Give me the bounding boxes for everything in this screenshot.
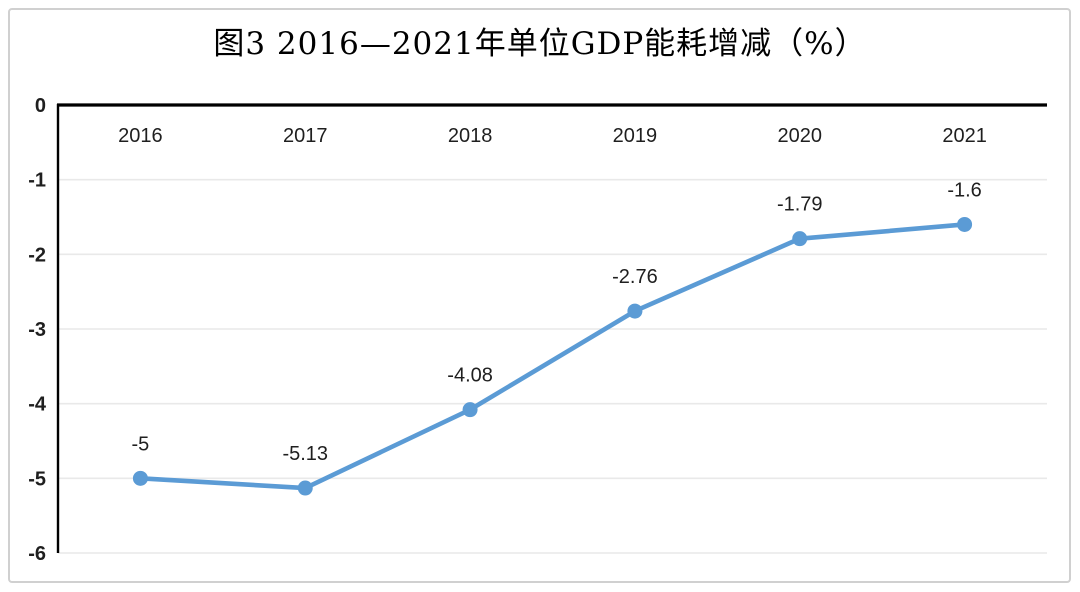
y-tick-label: -4 [28,394,47,416]
y-tick-label: 0 [35,95,46,117]
y-tick-label: -2 [28,244,46,266]
y-tick-label: -6 [28,543,46,565]
data-point-marker [957,216,973,232]
data-point-label: -5 [132,433,150,455]
chart-title: 图3 2016—2021年单位GDP能耗增减（%） [213,26,867,62]
data-point-label: -2.76 [612,266,658,288]
x-category-label: 2018 [448,125,493,147]
data-point-marker [627,303,643,319]
data-point-marker [792,231,808,247]
series-line [138,222,967,491]
x-category-label: 2017 [283,125,328,147]
y-tick-label: -3 [28,319,46,341]
data-point-marker [297,480,313,496]
data-point-marker [462,402,478,418]
y-tick-label: -1 [28,170,46,192]
data-point-label: -4.08 [447,365,493,387]
y-tick-label: -5 [28,468,46,490]
x-category-label: 2021 [942,125,987,147]
x-category-label: 2019 [613,125,658,147]
data-point-label: -5.13 [282,443,328,465]
data-point-label: -1.6 [947,179,981,201]
x-category-label: 2016 [118,125,163,147]
data-point-marker [132,470,148,486]
data-point-label: -1.79 [777,194,823,216]
x-category-label: 2020 [778,125,823,147]
